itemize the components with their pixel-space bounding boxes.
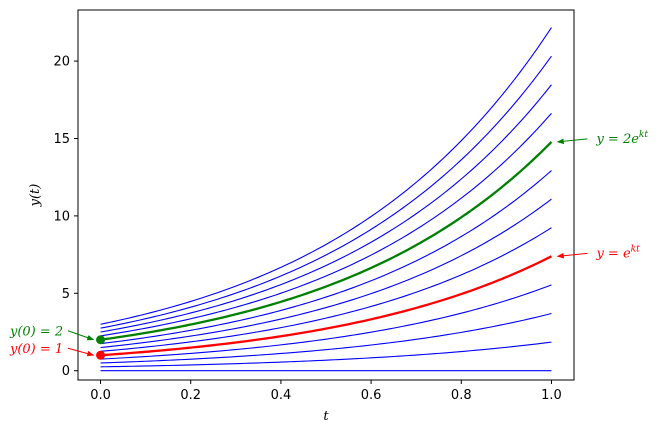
initial-point-y0-1 <box>96 350 106 360</box>
highlighted-curve-y0-1 <box>100 255 552 357</box>
x-tick-label: 0.4 <box>271 388 292 403</box>
solution-curve-10 <box>100 27 552 325</box>
x-tick-label: 0.8 <box>451 388 472 403</box>
curve-label-y0-1: y = ekt <box>595 244 640 261</box>
curve-label-text: y = 2e <box>595 132 639 147</box>
curve-label-arrow-y0-1 <box>556 252 588 259</box>
solution-curve-9 <box>100 55 552 329</box>
initial-point-y0-2 <box>96 335 106 345</box>
solution-curve-8 <box>100 84 552 333</box>
x-tick-label: 0.6 <box>361 388 382 403</box>
solution-curve-2 <box>100 312 552 364</box>
y-axis-label: y(t) <box>28 184 43 208</box>
solution-curve-7 <box>100 112 552 337</box>
plot-area <box>96 27 553 372</box>
initial-label-arrow-y0-2 <box>67 330 95 341</box>
x-tick-label: 0.2 <box>180 388 201 403</box>
highlighted-curve-y0-2 <box>100 141 553 341</box>
initial-label-arrow-y0-1 <box>67 347 95 357</box>
solution-curve-4 <box>100 227 552 352</box>
initial-label-y0-1: y(0) = 1 <box>9 342 63 357</box>
y-tick-label: 0 <box>62 364 70 379</box>
solution-curve-6 <box>100 170 552 345</box>
y-tick-label: 15 <box>53 132 70 147</box>
x-axis-label: t <box>323 409 329 424</box>
axes-frame <box>77 9 575 381</box>
solution-curve-5 <box>100 198 552 349</box>
y-tick-label: 10 <box>53 209 70 224</box>
y-tick-label: 5 <box>62 287 70 302</box>
initial-label-y0-2: y(0) = 2 <box>9 325 63 340</box>
curve-label-exponent: kt <box>639 130 648 140</box>
x-tick-label: 0.0 <box>90 388 111 403</box>
y-axis: 0 5 10 15 20 <box>53 55 78 379</box>
x-axis: 0.0 0.2 0.4 0.6 0.8 1.0 <box>90 380 562 403</box>
y-tick-label: 20 <box>53 55 70 70</box>
curve-label-arrow-y0-2 <box>556 138 588 145</box>
x-tick-label: 1.0 <box>541 388 562 403</box>
curve-label-text: y = e <box>595 246 631 261</box>
curve-label-y0-2: y = 2ekt <box>595 130 648 147</box>
solution-curve-1 <box>100 341 552 368</box>
solution-curve-3 <box>100 284 552 360</box>
curve-label-exponent: kt <box>631 244 640 254</box>
